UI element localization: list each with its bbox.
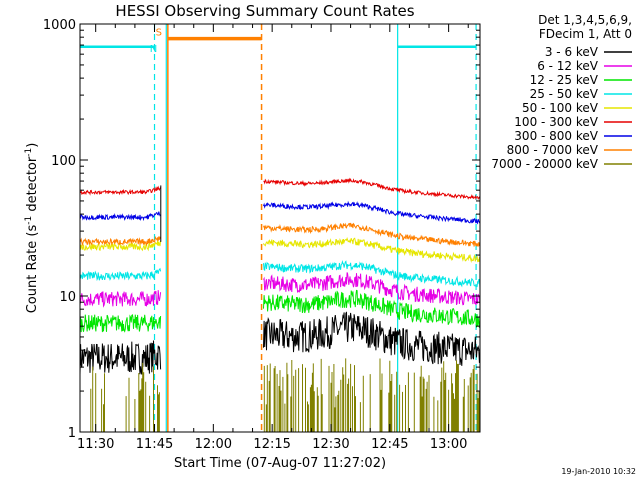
chart-title: HESSI Observing Summary Count Rates: [115, 2, 414, 20]
x-axis-label: Start Time (07-Aug-07 11:27:02): [174, 456, 386, 471]
series-line-8: [90, 358, 481, 432]
x-tick-label: 11:30: [77, 437, 114, 452]
flag-label-n: N: [150, 44, 157, 55]
plot-frame: [79, 23, 481, 433]
series-line-0: [79, 340, 162, 375]
plot-area: SN: [79, 24, 481, 432]
series-line-1: [263, 272, 481, 307]
y-tick-label: 10: [59, 290, 76, 305]
x-tick-label: 12:45: [371, 437, 408, 452]
series-line-6: [79, 211, 162, 222]
series-line-7: [79, 235, 162, 247]
series-line-2: [263, 289, 481, 328]
legend-header-line2: FDecim 1, Att 0: [539, 27, 632, 41]
legend-label: 25 - 50 keV: [530, 87, 599, 101]
ylabel-part: ): [25, 143, 40, 148]
y-tick-label: 100: [51, 154, 76, 169]
series-line-4: [79, 240, 162, 252]
svg-text:Count Rate (s-1 detector-1): Count Rate (s-1 detector-1): [24, 143, 40, 314]
legend-label: 50 - 100 keV: [522, 101, 599, 115]
series-line-3: [79, 267, 162, 282]
ylabel-sup: -1: [24, 216, 34, 225]
x-tick-label: 12:15: [253, 437, 290, 452]
y-tick-label: 1000: [43, 18, 76, 33]
legend-label: 800 - 7000 keV: [507, 143, 599, 157]
legend-label: 3 - 6 keV: [545, 45, 599, 59]
legend-label: 6 - 12 keV: [537, 59, 599, 73]
series-line-5: [79, 185, 162, 196]
series-line-3: [263, 259, 481, 288]
x-tick-label: 11:45: [136, 437, 173, 452]
series-line-6: [263, 200, 481, 225]
legend-label: 300 - 800 keV: [514, 129, 598, 143]
series-line-0: [263, 311, 481, 366]
series-line-7: [263, 222, 481, 248]
legend-label: 12 - 25 keV: [530, 73, 599, 87]
x-tick-label: 12:00: [195, 437, 232, 452]
y-axis-label: Count Rate (s-1 detector-1): [24, 143, 40, 314]
ylabel-part: detector: [25, 156, 40, 216]
axes: 1 10 100 1000 11:30 11:45 12:00 12:15 12:30 12:45…: [43, 18, 481, 452]
x-tick-label: 13:00: [430, 437, 467, 452]
legend-label: 100 - 300 keV: [514, 115, 598, 129]
series-line-4: [263, 237, 481, 264]
y-tick-label: 1: [68, 426, 76, 441]
x-tick-label: 12:30: [312, 437, 349, 452]
legend-label: 7000 - 20000 keV: [491, 157, 598, 171]
timestamp: 19-Jan-2010 10:32: [561, 467, 636, 476]
legend-header-line1: Det 1,3,4,5,6,9,: [538, 13, 632, 27]
ylabel-sup: -1: [24, 148, 34, 157]
ylabel-part: Count Rate (s: [25, 225, 40, 314]
series-line-1: [79, 290, 162, 308]
flag-label-s: S: [156, 28, 162, 39]
series-line-2: [79, 313, 162, 333]
series-line-5: [263, 177, 481, 201]
